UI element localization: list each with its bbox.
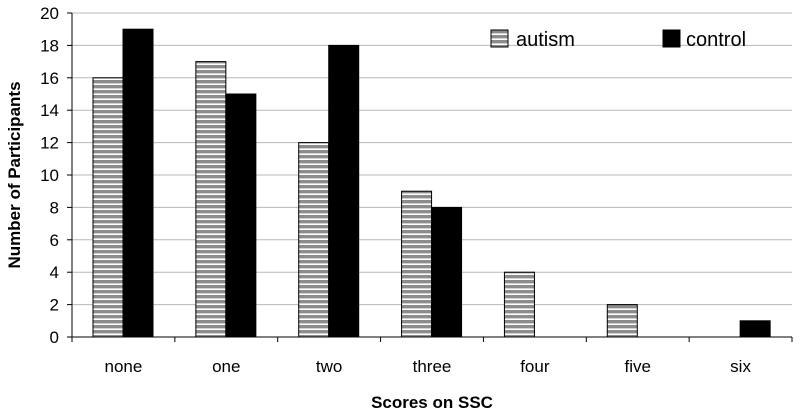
bars xyxy=(92,28,771,338)
x-tick-label-five: five xyxy=(624,357,650,376)
y-tick-label-2: 2 xyxy=(50,296,59,315)
x-tick-label-six: six xyxy=(730,357,751,376)
bar-autism-four xyxy=(503,271,535,338)
y-axis-title: Number of Participants xyxy=(5,81,24,268)
y-tick-labels: 0 2 4 6 8 10 12 14 16 18 20 xyxy=(40,4,59,347)
y-tick-label-0: 0 xyxy=(50,328,59,347)
x-axis-title: Scores on SSC xyxy=(371,393,493,412)
x-tick-label-one: one xyxy=(212,357,240,376)
bar-autism-none xyxy=(92,77,124,338)
y-tick-label-12: 12 xyxy=(40,134,59,153)
legend-label-control: control xyxy=(686,29,746,51)
legend-swatch-control xyxy=(662,29,681,48)
y-tick-label-4: 4 xyxy=(50,263,59,282)
y-tick-label-10: 10 xyxy=(40,166,59,185)
y-tick-label-14: 14 xyxy=(40,101,59,120)
x-tick-label-three: three xyxy=(413,357,452,376)
y-tick-label-16: 16 xyxy=(40,69,59,88)
bar-control-none xyxy=(122,28,154,338)
axes xyxy=(67,12,793,342)
bar-autism-two xyxy=(298,142,330,338)
bar-autism-three xyxy=(401,190,433,338)
x-tick-label-none: none xyxy=(105,357,143,376)
x-tick-label-two: two xyxy=(316,357,342,376)
legend-label-autism: autism xyxy=(516,29,575,51)
bar-control-two xyxy=(328,44,360,338)
gridlines xyxy=(72,12,792,306)
legend-swatch-autism xyxy=(490,29,509,48)
bar-control-one xyxy=(225,93,257,338)
x-tick-label-four: four xyxy=(520,357,550,376)
bar-control-three xyxy=(431,206,463,338)
y-tick-label-6: 6 xyxy=(50,231,59,250)
x-tick-labels: none one two three four five six xyxy=(105,357,752,376)
bar-control-six xyxy=(739,320,771,338)
y-tick-label-18: 18 xyxy=(40,36,59,55)
bar-autism-one xyxy=(195,61,227,338)
legend: autism control xyxy=(490,29,746,51)
y-tick-label-8: 8 xyxy=(50,198,59,217)
y-tick-label-20: 20 xyxy=(40,4,59,23)
bar-autism-five xyxy=(606,304,638,338)
